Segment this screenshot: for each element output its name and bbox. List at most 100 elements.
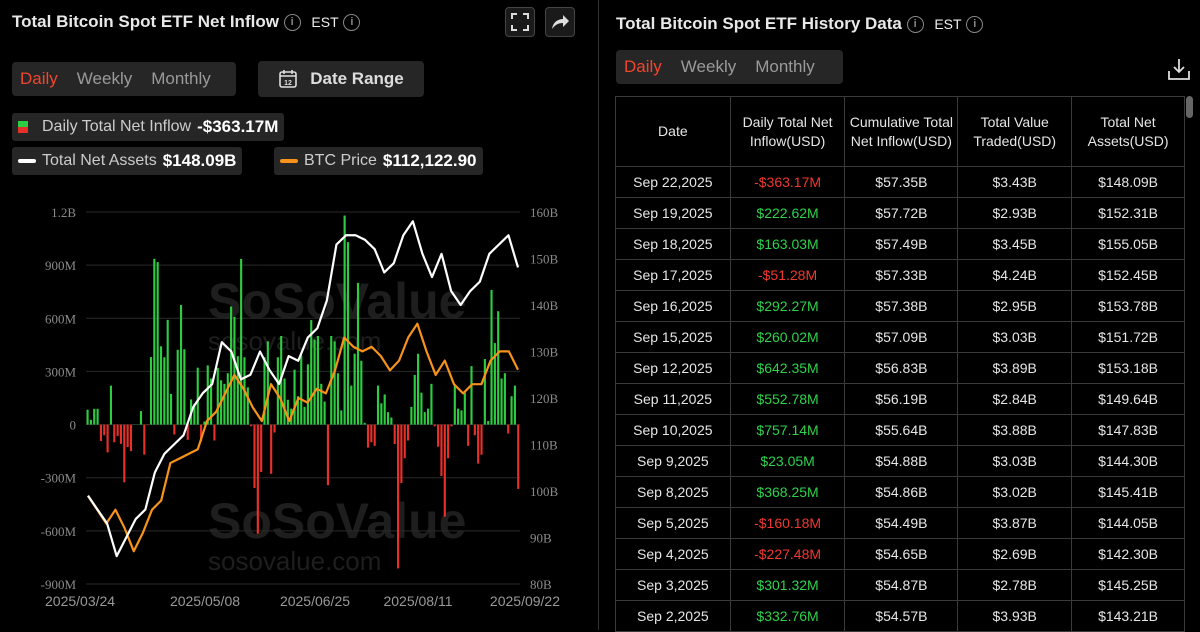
inflow-bar (490, 290, 492, 425)
table-row[interactable]: Sep 12,2025$642.35M$56.83B$3.89B$153.18B (616, 353, 1185, 384)
net-assets-cell: $145.25B (1072, 570, 1185, 601)
table-row[interactable]: Sep 10,2025$757.14M$55.64B$3.88B$147.83B (616, 415, 1185, 446)
left-axis-tick: -300M (41, 471, 77, 486)
inflow-bar (317, 336, 319, 425)
value-traded-cell: $2.95B (958, 291, 1072, 322)
inflow-bar (324, 402, 326, 425)
x-axis-tick: 2025/06/25 (280, 593, 350, 609)
inflow-bar (360, 361, 362, 425)
daily-inflow-cell: -$227.48M (730, 539, 845, 570)
cumulative-inflow-cell: $57.49B (845, 229, 958, 260)
inflow-bar (344, 216, 346, 425)
inflow-bar (434, 425, 436, 427)
inflow-bar (213, 425, 215, 441)
cumulative-inflow-cell: $54.57B (845, 601, 958, 632)
inflow-bar (180, 305, 182, 425)
inflow-bar (350, 386, 352, 425)
net-assets-cell: $151.72B (1072, 322, 1185, 353)
date-cell: Sep 15,2025 (616, 322, 731, 353)
date-cell: Sep 4,2025 (616, 539, 731, 570)
tab-monthly[interactable]: Monthly (755, 57, 815, 77)
cumulative-inflow-cell: $56.19B (845, 384, 958, 415)
inflow-chart[interactable]: SoSoValue sosovalue.com SoSoValue sosova… (0, 0, 590, 630)
inflow-bar (397, 425, 399, 569)
date-cell: Sep 16,2025 (616, 291, 731, 322)
table-row[interactable]: Sep 15,2025$260.02M$57.09B$3.03B$151.72B (616, 322, 1185, 353)
inflow-bar (454, 386, 456, 425)
table-row[interactable]: Sep 11,2025$552.78M$56.19B$2.84B$149.64B (616, 384, 1185, 415)
download-icon[interactable] (1167, 57, 1191, 81)
cumulative-inflow-cell: $54.49B (845, 508, 958, 539)
inflow-bar (514, 386, 516, 425)
inflow-bar (470, 366, 472, 424)
net-assets-cell: $147.83B (1072, 415, 1185, 446)
net-assets-cell: $152.45B (1072, 260, 1185, 291)
cumulative-inflow-cell: $56.83B (845, 353, 958, 384)
inflow-bar (177, 350, 179, 425)
daily-inflow-cell: $222.62M (730, 198, 845, 229)
inflow-bar (233, 317, 235, 425)
value-traded-cell: $3.03B (958, 446, 1072, 477)
inflow-bar (147, 425, 149, 426)
inflow-bar (153, 259, 155, 425)
tab-daily[interactable]: Daily (624, 57, 662, 77)
right-axis-tick: 80B (530, 577, 552, 592)
table-row[interactable]: Sep 18,2025$163.03M$57.49B$3.45B$155.05B (616, 229, 1185, 260)
date-cell: Sep 19,2025 (616, 198, 731, 229)
table-row[interactable]: Sep 17,2025-$51.28M$57.33B$4.24B$152.45B (616, 260, 1185, 291)
inflow-bar (90, 420, 92, 425)
info-icon[interactable]: i (907, 16, 924, 33)
net-assets-cell: $144.30B (1072, 446, 1185, 477)
table-row[interactable]: Sep 22,2025-$363.17M$57.35B$3.43B$148.09… (616, 167, 1185, 198)
inflow-bar (510, 396, 512, 424)
cumulative-inflow-cell: $54.88B (845, 446, 958, 477)
daily-inflow-cell: -$160.18M (730, 508, 845, 539)
value-traded-cell: $3.45B (958, 229, 1072, 260)
inflow-bar (223, 384, 225, 425)
value-traded-cell: $3.89B (958, 353, 1072, 384)
x-axis-tick: 2025/03/24 (45, 593, 115, 609)
table-row[interactable]: Sep 5,2025-$160.18M$54.49B$3.87B$144.05B (616, 508, 1185, 539)
daily-inflow-cell: $552.78M (730, 384, 845, 415)
inflow-bar (283, 379, 285, 425)
timezone-info-icon[interactable]: i (966, 16, 983, 33)
inflow-bar (404, 425, 406, 459)
value-traded-cell: $4.24B (958, 260, 1072, 291)
date-cell: Sep 3,2025 (616, 570, 731, 601)
left-axis-tick: 300M (45, 364, 77, 379)
inflow-bar (417, 354, 419, 425)
inflow-bar (150, 357, 152, 424)
tab-weekly[interactable]: Weekly (681, 57, 736, 77)
value-traded-cell: $2.69B (958, 539, 1072, 570)
cumulative-inflow-cell: $57.33B (845, 260, 958, 291)
net-assets-cell: $152.31B (1072, 198, 1185, 229)
inflow-bar (507, 425, 509, 434)
table-scrollbar[interactable] (1186, 96, 1193, 118)
inflow-bar (447, 425, 449, 459)
inflow-bar (427, 409, 429, 425)
history-title: Total Bitcoin Spot ETF History Data i ES… (616, 14, 983, 34)
value-traded-cell: $3.88B (958, 415, 1072, 446)
inflow-bar (467, 425, 469, 446)
table-row[interactable]: Sep 8,2025$368.25M$54.86B$3.02B$145.41B (616, 477, 1185, 508)
inflow-bar (113, 425, 115, 443)
inflow-bar (167, 320, 169, 425)
daily-inflow-cell: $163.03M (730, 229, 845, 260)
net-assets-cell: $153.78B (1072, 291, 1185, 322)
table-row[interactable]: Sep 9,2025$23.05M$54.88B$3.03B$144.30B (616, 446, 1185, 477)
inflow-bar (390, 417, 392, 424)
inflow-bar (300, 355, 302, 424)
inflow-bar (394, 425, 396, 444)
table-row[interactable]: Sep 4,2025-$227.48M$54.65B$2.69B$142.30B (616, 539, 1185, 570)
inflow-bar (257, 425, 259, 534)
table-row[interactable]: Sep 19,2025$222.62M$57.72B$2.93B$152.31B (616, 198, 1185, 229)
date-cell: Sep 10,2025 (616, 415, 731, 446)
table-row[interactable]: Sep 3,2025$301.32M$54.87B$2.78B$145.25B (616, 570, 1185, 601)
table-row[interactable]: Sep 2,2025$332.76M$54.57B$3.93B$143.21B (616, 601, 1185, 632)
inflow-bar (337, 373, 339, 424)
inflow-bar (97, 409, 99, 425)
inflow-bar (163, 357, 165, 424)
table-row[interactable]: Sep 16,2025$292.27M$57.38B$2.95B$153.78B (616, 291, 1185, 322)
